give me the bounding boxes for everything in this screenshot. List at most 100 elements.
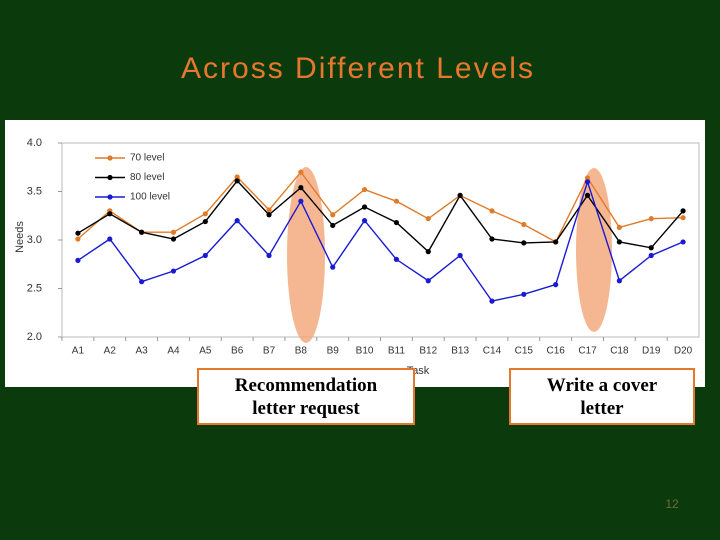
data-point (425, 278, 431, 284)
data-point (234, 218, 240, 224)
data-point (234, 178, 240, 184)
y-tick-label: 3.5 (27, 185, 42, 197)
legend-label: 70 level (130, 153, 164, 164)
data-point (330, 264, 336, 270)
legend-label: 80 level (130, 172, 164, 183)
data-point (266, 212, 272, 218)
slide-title: Across Different Levels (181, 52, 535, 85)
series-line (77, 179, 684, 253)
page-number: 12 (665, 497, 679, 511)
data-point (425, 249, 431, 255)
x-tick-label: D19 (642, 346, 661, 357)
data-point (616, 239, 622, 245)
data-point (361, 186, 368, 193)
legend-marker (107, 194, 113, 200)
data-point (330, 222, 336, 229)
x-tick-label: B10 (356, 346, 374, 357)
legend-label: 100 level (130, 192, 170, 203)
x-tick-label: B9 (327, 346, 340, 357)
callout-line: letter (580, 398, 624, 419)
data-point (648, 245, 654, 251)
data-point (680, 239, 686, 245)
data-point (266, 252, 272, 259)
data-point (393, 256, 400, 262)
data-point (616, 224, 622, 230)
x-tick-label: C14 (483, 346, 502, 357)
y-tick-label: 3.0 (27, 234, 42, 246)
data-point (202, 252, 208, 259)
highlight (287, 167, 325, 343)
data-point (489, 236, 495, 242)
data-point (616, 278, 622, 284)
x-tick-label: B7 (263, 346, 276, 357)
y-tick-label: 2.0 (27, 331, 42, 343)
callout-line: letter request (252, 398, 360, 419)
x-tick-label: A5 (199, 346, 212, 357)
data-point (170, 229, 177, 235)
data-point (202, 218, 208, 225)
x-tick-label: D20 (674, 346, 693, 357)
data-point (648, 216, 654, 222)
data-point (234, 174, 240, 180)
data-point (425, 216, 431, 222)
data-point (266, 207, 272, 213)
x-tick-label: C15 (515, 346, 534, 357)
y-tick-label: 2.5 (27, 282, 42, 294)
data-point (75, 236, 81, 242)
data-point (202, 211, 208, 217)
data-point (521, 221, 527, 228)
data-point (170, 268, 177, 274)
series-line (77, 170, 684, 243)
callout-line: Recommendation (234, 375, 378, 396)
x-tick-label: B6 (231, 346, 244, 357)
data-point (330, 212, 336, 218)
x-tick-label: C17 (578, 346, 597, 357)
legend-marker (107, 155, 113, 161)
data-point (139, 279, 145, 285)
data-point (584, 175, 591, 181)
callout: Write a cover letter (509, 368, 695, 425)
data-point (584, 179, 591, 185)
x-tick-label: A2 (104, 346, 117, 357)
data-point (489, 208, 495, 214)
data-point (457, 192, 463, 198)
data-point (298, 198, 304, 204)
data-point (680, 215, 686, 221)
callout: Recommendation letter request (197, 368, 415, 425)
data-point (139, 229, 145, 235)
legend-marker (107, 174, 113, 181)
series-line (77, 179, 684, 302)
data-point (521, 240, 527, 246)
data-point (107, 211, 113, 217)
data-point (489, 298, 495, 304)
data-point (584, 192, 591, 198)
x-tick-label: B13 (451, 346, 469, 357)
x-tick-label: B8 (295, 346, 308, 357)
x-tick-label: C18 (610, 346, 629, 357)
data-point (361, 218, 368, 224)
data-point (298, 185, 304, 191)
data-point (75, 230, 81, 236)
x-tick-label: A3 (136, 346, 149, 357)
data-point (298, 169, 304, 175)
x-tick-label: A1 (72, 346, 85, 357)
data-point (680, 208, 686, 214)
x-tick-label: B11 (388, 346, 405, 357)
callout-line: Write a cover (546, 375, 658, 396)
highlight (576, 168, 612, 332)
data-point (107, 236, 113, 242)
x-tick-label: A4 (167, 346, 180, 357)
data-point (393, 219, 400, 226)
data-point (170, 236, 177, 242)
data-point (457, 252, 463, 259)
data-point (361, 204, 368, 210)
data-point (553, 282, 559, 288)
y-axis-label: Needs (14, 221, 26, 253)
data-point (553, 239, 559, 245)
data-point (521, 291, 527, 297)
x-tick-label: C16 (546, 346, 565, 357)
y-tick-label: 4.0 (27, 137, 42, 149)
data-point (393, 198, 400, 204)
